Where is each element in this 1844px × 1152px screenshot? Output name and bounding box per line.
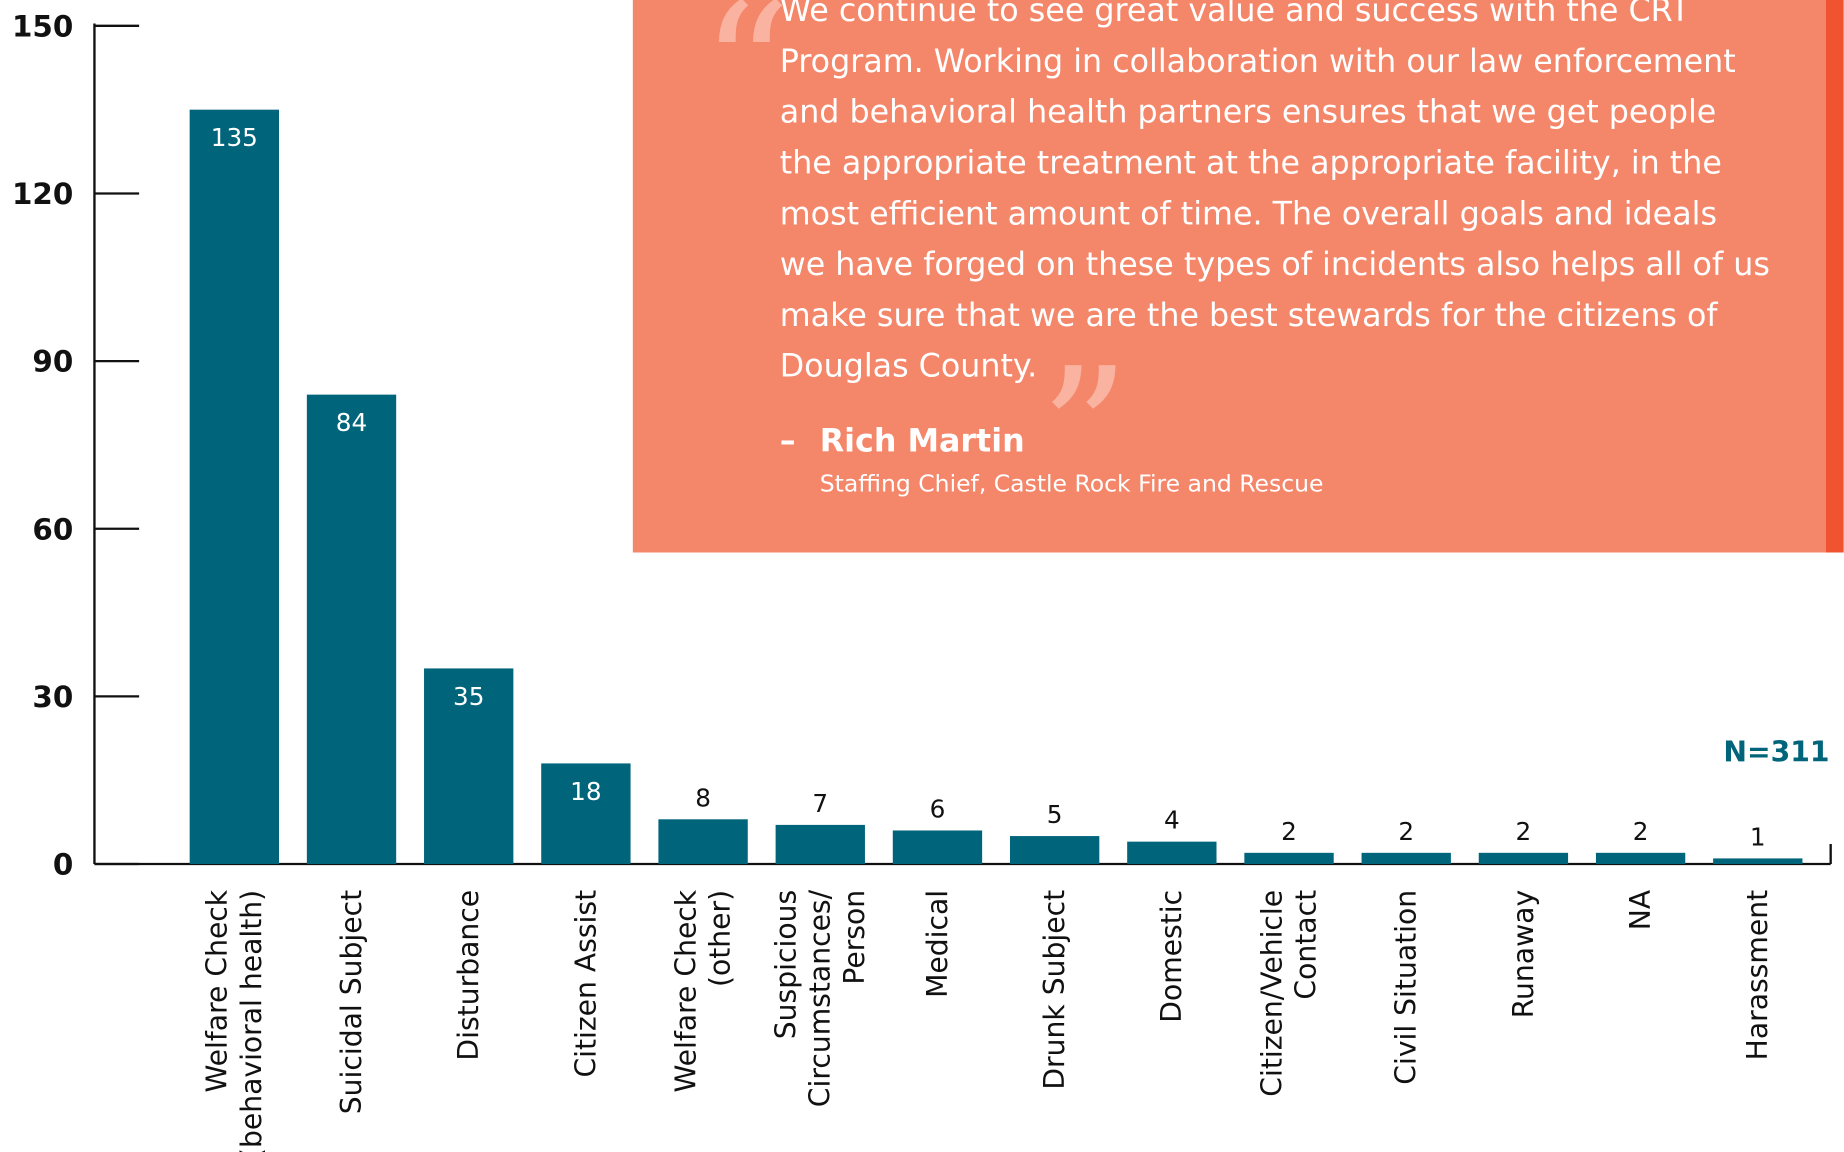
value-label: 1: [1750, 822, 1766, 851]
value-label: 135: [211, 123, 258, 152]
bar: [1595, 852, 1686, 864]
bar: [892, 830, 983, 864]
quote-box: [632, 0, 1844, 553]
value-label: 18: [570, 777, 601, 806]
quote-close: ”: [1040, 330, 1130, 536]
quote-line: Douglas County.: [780, 349, 1037, 385]
bar: [1713, 858, 1803, 864]
quote-line: we have forged on these types of inciden…: [780, 247, 1770, 283]
quote-role: Staffing Chief, Castle Rock Fire and Res…: [820, 469, 1324, 497]
quote-line: the appropriate treatment at the appropr…: [780, 146, 1722, 182]
x-tick-label: Citizen Assist: [569, 890, 602, 1078]
value-label: 6: [930, 795, 946, 824]
x-tick-label: NA: [1624, 889, 1657, 930]
quote-edge: [1825, 0, 1844, 553]
quote-line: make sure that we are the best stewards …: [780, 298, 1719, 334]
bar: [1009, 836, 1100, 864]
x-tick-label: Runaway: [1507, 890, 1540, 1018]
value-label: 5: [1047, 800, 1063, 829]
y-tick-label: 30: [32, 680, 73, 714]
bar: [189, 109, 279, 864]
bar: [1478, 852, 1569, 864]
x-tick-label: Citizen/VehicleContact: [1255, 890, 1322, 1097]
bar: [658, 819, 748, 864]
x-tick-label: Harassment: [1741, 890, 1774, 1061]
quote-line: Program. Working in collaboration with o…: [780, 44, 1736, 80]
quote-line: and behavioral health partners ensures t…: [780, 95, 1717, 131]
bar: [1127, 841, 1217, 864]
value-label: 2: [1281, 817, 1297, 846]
y-tick-label: 120: [12, 177, 73, 211]
x-tick-label: Drunk Subject: [1038, 890, 1071, 1090]
y-tick-label: 60: [32, 512, 73, 546]
y-tick-label: 150: [12, 9, 73, 43]
quote-name: Rich Martin: [820, 423, 1025, 459]
bar: [1244, 852, 1334, 864]
value-label: 2: [1516, 817, 1532, 846]
x-tick-label: Disturbance: [452, 890, 485, 1061]
quote-open: “: [701, 0, 791, 171]
x-tick-label: SuspiciousCircumstances/Person: [770, 889, 871, 1107]
value-label: 84: [336, 408, 367, 437]
x-tick-label: Welfare Check(other): [669, 889, 736, 1092]
x-tick-label: Suicidal Subject: [335, 890, 368, 1114]
quote-line: We continue to see great value and succe…: [780, 0, 1691, 29]
value-label: 2: [1398, 817, 1414, 846]
bar: [424, 668, 514, 864]
bar: [306, 394, 397, 864]
x-tick-label: Civil Situation: [1390, 890, 1423, 1085]
bar: [775, 824, 865, 864]
annotation: N=311: [1723, 736, 1829, 769]
quote-line: most efficient amount of time. The overa…: [780, 196, 1717, 232]
value-label: 4: [1164, 806, 1180, 835]
y-tick-label: 90: [32, 345, 73, 379]
value-label: 8: [695, 783, 711, 812]
value-label: 35: [453, 682, 484, 711]
quote-dash: –: [780, 423, 796, 459]
x-tick-label: Domestic: [1155, 890, 1188, 1023]
value-label: 7: [812, 789, 828, 818]
y-tick-label: 0: [53, 848, 73, 882]
x-tick-label: Medical: [921, 890, 954, 998]
value-label: 2: [1633, 817, 1649, 846]
bar: [1361, 852, 1451, 864]
bar: [541, 763, 631, 864]
x-tick-label: Welfare Check(behavioral health): [201, 889, 268, 1152]
